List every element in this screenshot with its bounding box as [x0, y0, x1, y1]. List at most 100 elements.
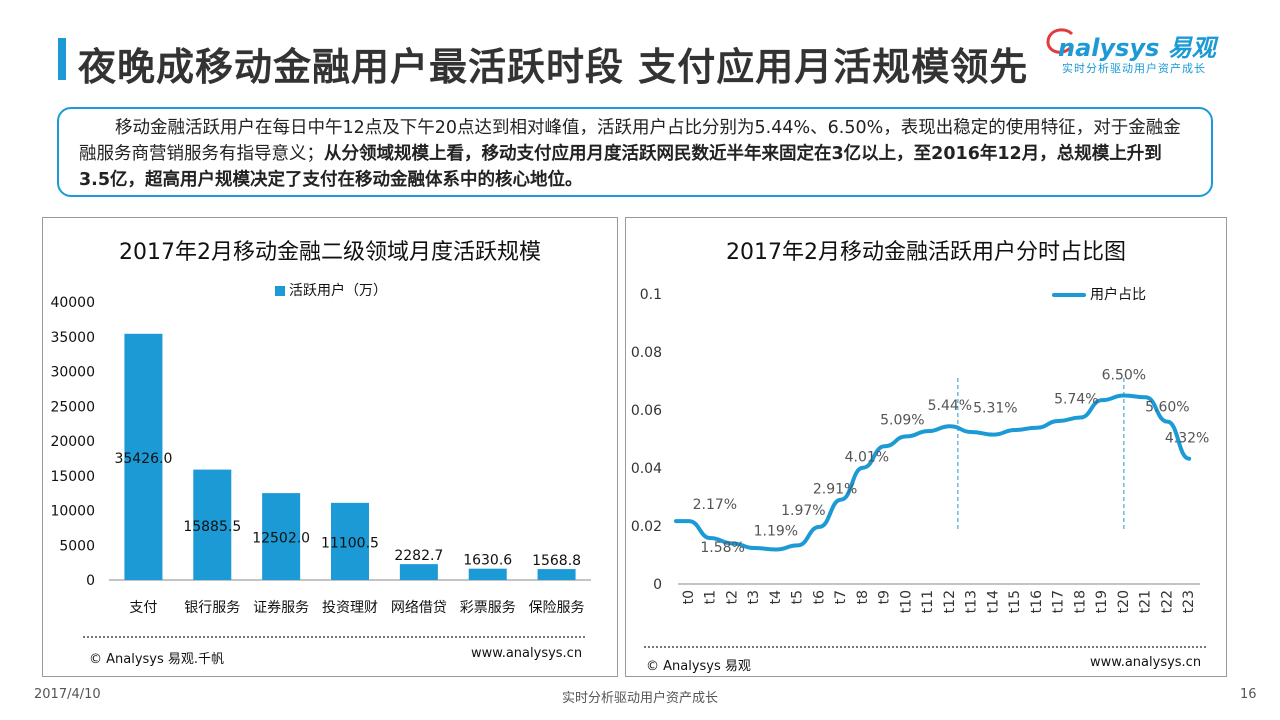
x-tick-label: t9: [877, 590, 893, 604]
bar-value-label: 1630.6: [463, 553, 512, 569]
footer-date: 2017/4/10: [34, 687, 101, 702]
summary-text: 移动金融活跃用户在每日中午12点及下午20点达到相对峰值，活跃用户占比分别为5.…: [79, 118, 1181, 164]
page-title: 夜晚成移动金融用户最活跃时段 支付应用月活规模领先: [78, 45, 1029, 89]
line-legend: 用户占比: [1052, 284, 1146, 304]
x-category-label: 保险服务: [529, 600, 585, 616]
x-tick-label: t14: [985, 590, 1001, 613]
bar-source: © Analysys 易观.千帆: [89, 652, 225, 667]
point-value-label: 5.60%: [1145, 400, 1189, 416]
point-value-label: 4.01%: [845, 450, 889, 466]
x-tick-label: t20: [1116, 590, 1132, 613]
bar-legend: 活跃用户（万）: [275, 280, 387, 300]
point-value-label: 4.32%: [1165, 431, 1209, 447]
y-tick-label: 15000: [50, 469, 95, 485]
y-tick-label: 30000: [50, 365, 95, 381]
bar: [537, 569, 576, 580]
logo-tagline: 实时分析驱动用户资产成长: [1062, 62, 1206, 75]
x-tick-label: t16: [1029, 590, 1045, 613]
line-footer-divider: [644, 646, 1206, 648]
bar: [193, 469, 232, 580]
y-tick-label: 35000: [50, 330, 95, 346]
y-tick-label: 20000: [50, 434, 95, 450]
line-chart-title: 2017年2月移动金融活跃用户分时占比图: [726, 240, 1126, 265]
bar-site: www.analysys.cn: [471, 646, 583, 661]
bar-chart: 0 5000 10000 15000 20000 25000 30000 35000 40000…: [50, 295, 591, 616]
x-tick-label: t12: [942, 590, 958, 613]
point-value-label: 5.44%: [928, 398, 972, 414]
y-tick-label: 0: [653, 577, 662, 593]
logo-swirl-icon: [1046, 28, 1074, 54]
bar-value-label: 11100.5: [321, 535, 379, 551]
legend-label: 活跃用户（万）: [289, 283, 387, 299]
summary-box: 移动金融活跃用户在每日中午12点及下午20点达到相对峰值，活跃用户占比分别为5.…: [57, 107, 1213, 197]
x-tick-label: t6: [811, 590, 827, 604]
bar-value-label: 12502.0: [252, 531, 310, 547]
x-tick-label: t0: [681, 590, 697, 604]
point-value-label: 5.09%: [880, 412, 924, 428]
y-tick-label: 0.08: [631, 345, 662, 361]
x-tick-label: t4: [768, 590, 784, 604]
x-tick-label: t11: [920, 590, 936, 613]
title-accent-bar: [58, 38, 66, 80]
y-tick-label: 0.06: [631, 403, 662, 419]
x-category-label: 彩票服务: [460, 600, 516, 616]
point-value-label: 1.19%: [754, 523, 798, 539]
point-value-label: 5.74%: [1054, 392, 1098, 408]
bar: [124, 333, 163, 580]
bar-chart-title: 2017年2月移动金融二级领域月度活跃规模: [119, 240, 541, 265]
point-value-label: 1.97%: [781, 503, 825, 519]
bar: [262, 493, 301, 580]
x-tick-label: t15: [1007, 590, 1023, 613]
point-value-label: 1.58%: [700, 540, 744, 556]
legend-swatch: [275, 286, 285, 296]
y-tick-label: 0.02: [631, 519, 662, 535]
x-tick-label: t18: [1072, 590, 1088, 613]
line-chart-panel: 2017年2月移动金融活跃用户分时占比图 用户占比 0 0.02 0.04 0.06 0…: [625, 217, 1227, 677]
logo-text: nalysys 易观: [1058, 34, 1216, 62]
legend-line-swatch: [1052, 293, 1086, 297]
analysys-logo: nalysys 易观 实时分析驱动用户资产成长: [1046, 26, 1254, 90]
point-value-label: 2.17%: [693, 497, 737, 513]
x-category-label: 网络借贷: [391, 600, 447, 616]
y-tick-label: 10000: [50, 504, 95, 520]
point-value-label: 6.50%: [1102, 368, 1146, 384]
x-category-label: 投资理财: [322, 600, 378, 616]
x-tick-label: t19: [1094, 590, 1110, 613]
summary-bold-text: 从分领域规模上看，移动支付应用月度活跃网民数近半年来固定在3亿以上，至2016年…: [79, 144, 1162, 190]
bar: [331, 502, 369, 580]
x-category-label: 支付: [129, 600, 157, 616]
x-tick-label: t21: [1138, 590, 1154, 613]
x-tick-label: t8: [855, 590, 871, 604]
y-tick-label: 0: [86, 573, 95, 589]
y-tick-label: 40000: [50, 295, 95, 311]
x-tick-label: t23: [1181, 590, 1197, 613]
x-category-label: 证券服务: [253, 600, 309, 616]
line-chart: 0 0.02 0.04 0.06 0.08 0.1 2.17% 1.58% 1.19% 1.97%…: [631, 287, 1210, 613]
y-tick-label: 0.04: [631, 461, 662, 477]
x-tick-label: t3: [746, 590, 762, 604]
x-category-label: 银行服务: [184, 600, 240, 616]
x-tick-label: t2: [724, 590, 740, 604]
x-tick-label: t1: [703, 590, 719, 604]
x-tick-label: t17: [1051, 590, 1067, 613]
bar-value-label: 35426.0: [114, 451, 172, 467]
y-tick-label: 5000: [59, 538, 95, 554]
series-line-user-share: [674, 393, 1192, 552]
bar-value-label: 1568.8: [532, 553, 581, 569]
bar-footer-divider: [83, 636, 585, 638]
y-tick-label: 25000: [50, 399, 95, 415]
y-tick-label: 0.1: [640, 287, 662, 303]
bar-value-label: 2282.7: [394, 548, 443, 564]
footer-tagline: 实时分析驱动用户资产成长: [561, 691, 718, 706]
point-value-label: 2.91%: [813, 482, 857, 498]
bar: [399, 564, 438, 580]
x-tick-label: t5: [790, 590, 806, 604]
bar-chart-panel: 2017年2月移动金融二级领域月度活跃规模 活跃用户（万） 0 5000 10000…: [42, 217, 618, 677]
line-legend-label: 用户占比: [1090, 287, 1146, 303]
x-tick-label: t13: [964, 590, 980, 613]
line-site: www.analysys.cn: [1090, 655, 1202, 670]
point-value-label: 5.31%: [973, 401, 1017, 417]
bar: [468, 568, 507, 580]
x-tick-label: t22: [1159, 590, 1175, 613]
bar-value-label: 15885.5: [183, 519, 241, 535]
